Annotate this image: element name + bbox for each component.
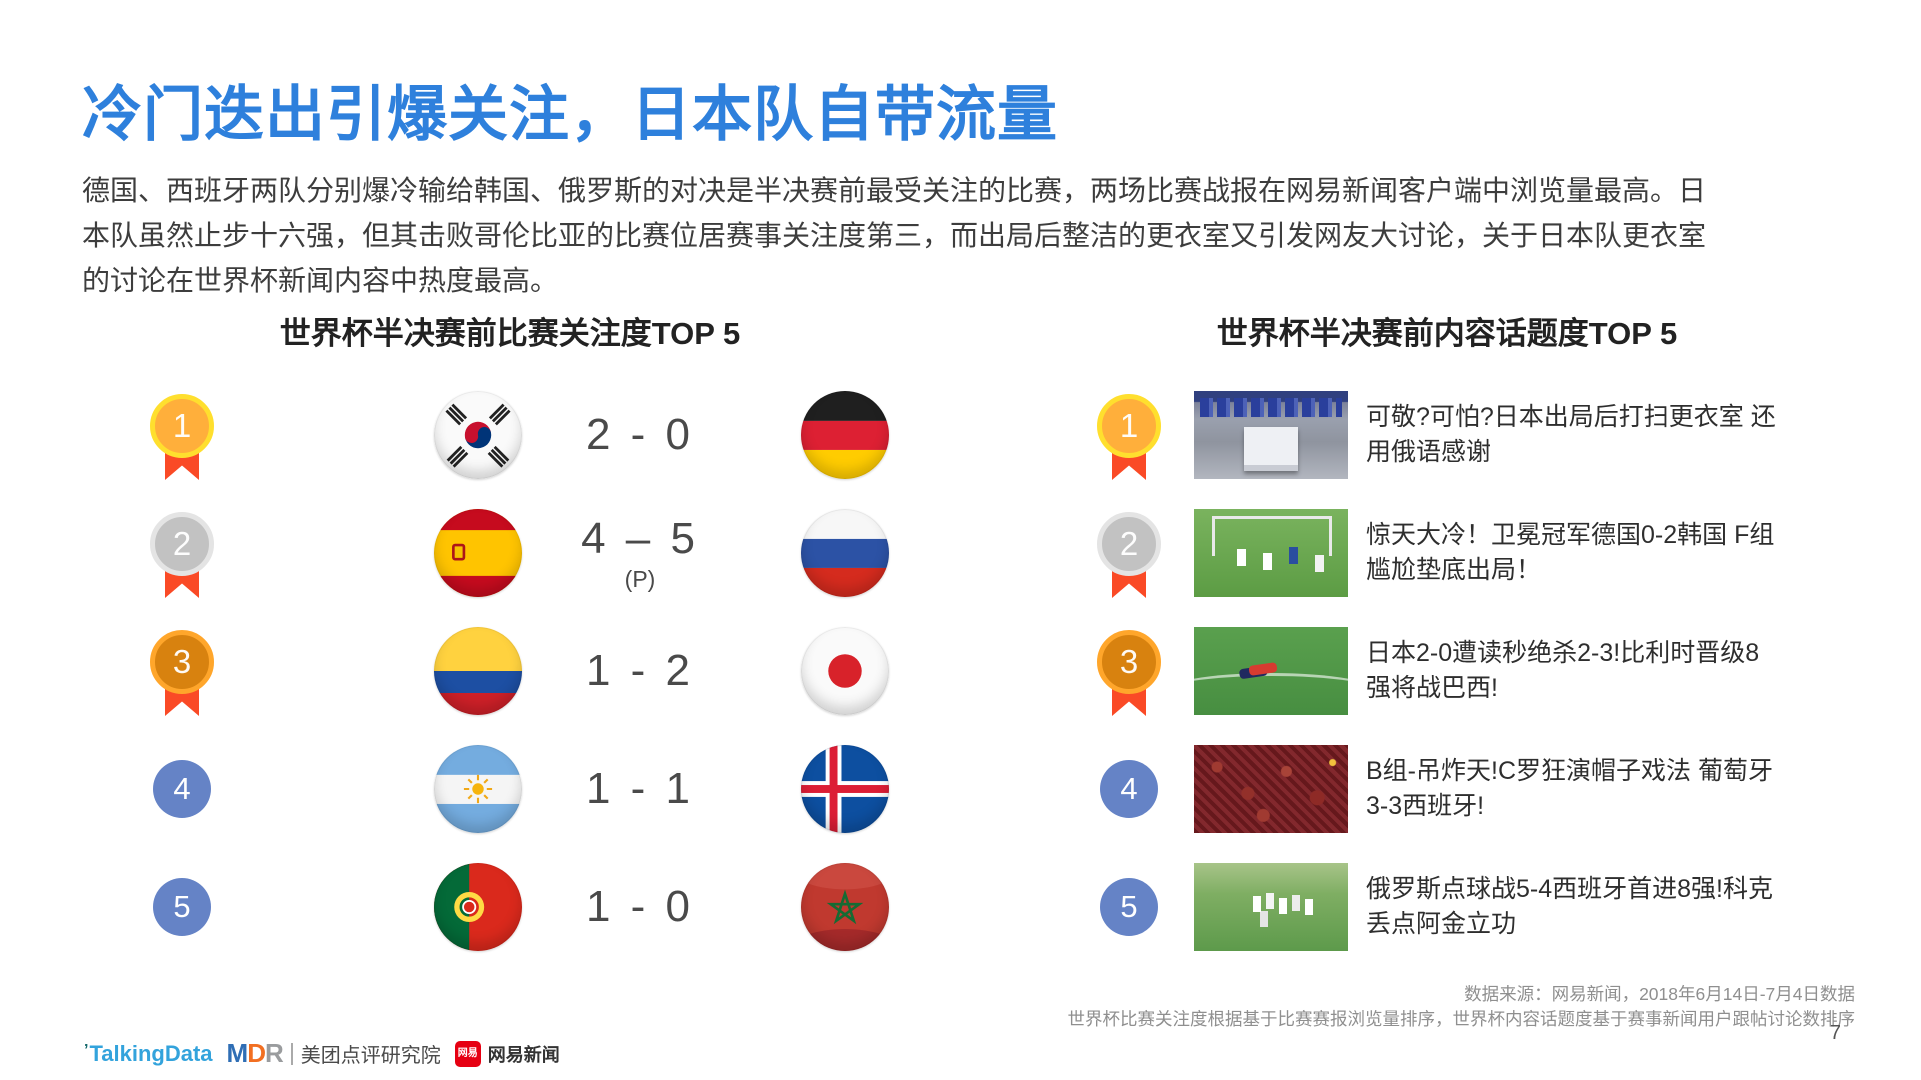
- netease-news-logo: 网易 网易新闻: [454, 1040, 560, 1067]
- intro-paragraph: 德国、西班牙两队分别爆冷输给韩国、俄罗斯的对决是半决赛前最受关注的比赛，两场比赛…: [82, 175, 1707, 296]
- match-score: 1 - 1: [585, 764, 695, 813]
- topic-ranking-list: 1 可敬?可怕?日本出局后打扫更衣室 还 用俄语感谢 2 惊天大冷！卫冕冠军德国…: [1060, 386, 1880, 976]
- talkingdata-logo: ’TalkingData: [84, 1041, 213, 1067]
- topic-ranking-header: 世界杯半决赛前内容话题度TOP 5: [1216, 316, 1678, 351]
- match-score-wrap: 1 - 2: [540, 622, 740, 720]
- meituan-research-label: 美团点评研究院: [300, 1045, 441, 1067]
- page-number: 7: [1829, 1022, 1841, 1044]
- gold-medal-icon: 1: [1097, 382, 1161, 482]
- photo-japan-belgium-match: [1194, 627, 1348, 715]
- source-line-2: 世界杯比赛关注度根据基于比赛赛报浏览量排序，世界杯内容话题度基于赛事新闻用户跟帖…: [1067, 1009, 1856, 1029]
- rank-number: 3: [150, 630, 214, 694]
- locker-seats-graphic: [1200, 398, 1342, 418]
- news-headline: 惊天大冷！卫冕冠军德国0-2韩国 F组 尴尬垫底出局！: [1366, 521, 1775, 584]
- rank-number: 2: [1097, 512, 1161, 576]
- page-title: 冷门迭出引爆关注，日本队自带流量: [82, 81, 1058, 148]
- flag-russia-icon: [801, 509, 889, 597]
- flag-iceland-icon: [801, 745, 889, 833]
- match-score: 1 - 2: [585, 646, 695, 695]
- match-ranking-list: 1 2 - 0 2: [120, 386, 930, 976]
- rank-circle-badge: 4: [1100, 760, 1158, 818]
- rank-number: 1: [1097, 394, 1161, 458]
- topic-row-3: 3 日本2-0遭读秒绝杀2-3!比利时晋级8 强将战巴西!: [1060, 622, 1880, 720]
- gold-medal-icon: 1: [150, 382, 214, 482]
- bronze-medal-icon: 3: [1097, 618, 1161, 718]
- talkingdata-tick-icon: ’: [84, 1041, 89, 1059]
- flag-japan-icon: [801, 627, 889, 715]
- match-row-2: 2 4 – 5 (P): [120, 504, 930, 602]
- silver-medal-icon: 2: [150, 500, 214, 600]
- netease-news-label: 网易新闻: [487, 1044, 560, 1065]
- flag-portugal-icon: [434, 863, 522, 951]
- mdr-monogram-icon: MDR: [226, 1038, 284, 1068]
- flag-south-korea-icon: [434, 391, 522, 479]
- silver-medal-icon: 2: [1097, 500, 1161, 600]
- photo-germany-korea-match: [1194, 509, 1348, 597]
- match-score-wrap: 1 - 0: [540, 858, 740, 956]
- rank-number: 3: [1097, 630, 1161, 694]
- rank-number: 4: [1120, 771, 1138, 806]
- rank-number: 1: [150, 394, 214, 458]
- flag-colombia-icon: [434, 627, 522, 715]
- source-line-1: 数据来源：网易新闻，2018年6月14日-7月4日数据: [1464, 984, 1855, 1004]
- netease-app-icon: 网易: [454, 1040, 481, 1067]
- match-score: 2 - 0: [585, 410, 695, 459]
- rank-number: 5: [173, 889, 191, 924]
- match-score-wrap: 4 – 5 (P): [540, 504, 740, 602]
- news-headline: B组-吊炸天!C罗狂演帽子戏法 葡萄牙 3-3西班牙!: [1366, 757, 1773, 820]
- news-headline: 日本2-0遭读秒绝杀2-3!比利时晋级8 强将战巴西!: [1366, 639, 1760, 702]
- match-row-1: 1 2 - 0: [120, 386, 930, 484]
- match-row-5: 5 1 - 0: [120, 858, 930, 956]
- flag-argentina-icon: [434, 745, 522, 833]
- flag-morocco-icon: [801, 863, 889, 951]
- match-score-wrap: 2 - 0: [540, 386, 740, 484]
- match-row-4: 4 1 - 1: [120, 740, 930, 838]
- topic-row-1: 1 可敬?可怕?日本出局后打扫更衣室 还 用俄语感谢: [1060, 386, 1880, 484]
- footer-logos: ’TalkingData MDR 美团点评研究院 网易 网易新闻: [84, 1038, 560, 1069]
- rank-number: 4: [173, 771, 191, 806]
- data-source-notes: 数据来源：网易新闻，2018年6月14日-7月4日数据 世界杯比赛关注度根据基于…: [1068, 982, 1856, 1032]
- meituan-dianping-research-logo: MDR 美团点评研究院: [227, 1038, 441, 1069]
- rank-number: 2: [150, 512, 214, 576]
- topic-row-4: 4 B组-吊炸天!C罗狂演帽子戏法 葡萄牙 3-3西班牙!: [1060, 740, 1880, 838]
- news-headline: 俄罗斯点球战5-4西班牙首进8强!科克 丢点阿金立功: [1366, 875, 1773, 938]
- match-ranking-header: 世界杯半决赛前比赛关注度TOP 5: [279, 316, 741, 351]
- flag-spain-icon: [434, 509, 522, 597]
- news-headline: 可敬?可怕?日本出局后打扫更衣室 还 用俄语感谢: [1366, 403, 1776, 466]
- rank-circle-badge: 5: [153, 878, 211, 936]
- logo-divider: [290, 1042, 293, 1065]
- match-score: 1 - 0: [585, 882, 695, 931]
- flag-germany-icon: [801, 391, 889, 479]
- penalty-note: (P): [624, 565, 656, 592]
- match-score: 4 – 5: [581, 513, 699, 563]
- rank-number: 5: [1120, 889, 1138, 924]
- topic-row-2: 2 惊天大冷！卫冕冠军德国0-2韩国 F组 尴尬垫底出局！: [1060, 504, 1880, 602]
- photo-japan-locker-room: [1194, 391, 1348, 479]
- match-score-wrap: 1 - 1: [540, 740, 740, 838]
- photo-portugal-spain-fans: [1194, 745, 1348, 833]
- rank-circle-badge: 4: [153, 760, 211, 818]
- rank-circle-badge: 5: [1100, 878, 1158, 936]
- talkingdata-wordmark: TalkingData: [89, 1040, 213, 1066]
- match-row-3: 3 1 - 2: [120, 622, 930, 720]
- bronze-medal-icon: 3: [150, 618, 214, 718]
- photo-russia-spain-penalty: [1194, 863, 1348, 951]
- topic-row-5: 5 俄罗斯点球战5-4西班牙首进8强!科克 丢点阿金立功: [1060, 858, 1880, 956]
- locker-table-graphic: [1244, 427, 1298, 472]
